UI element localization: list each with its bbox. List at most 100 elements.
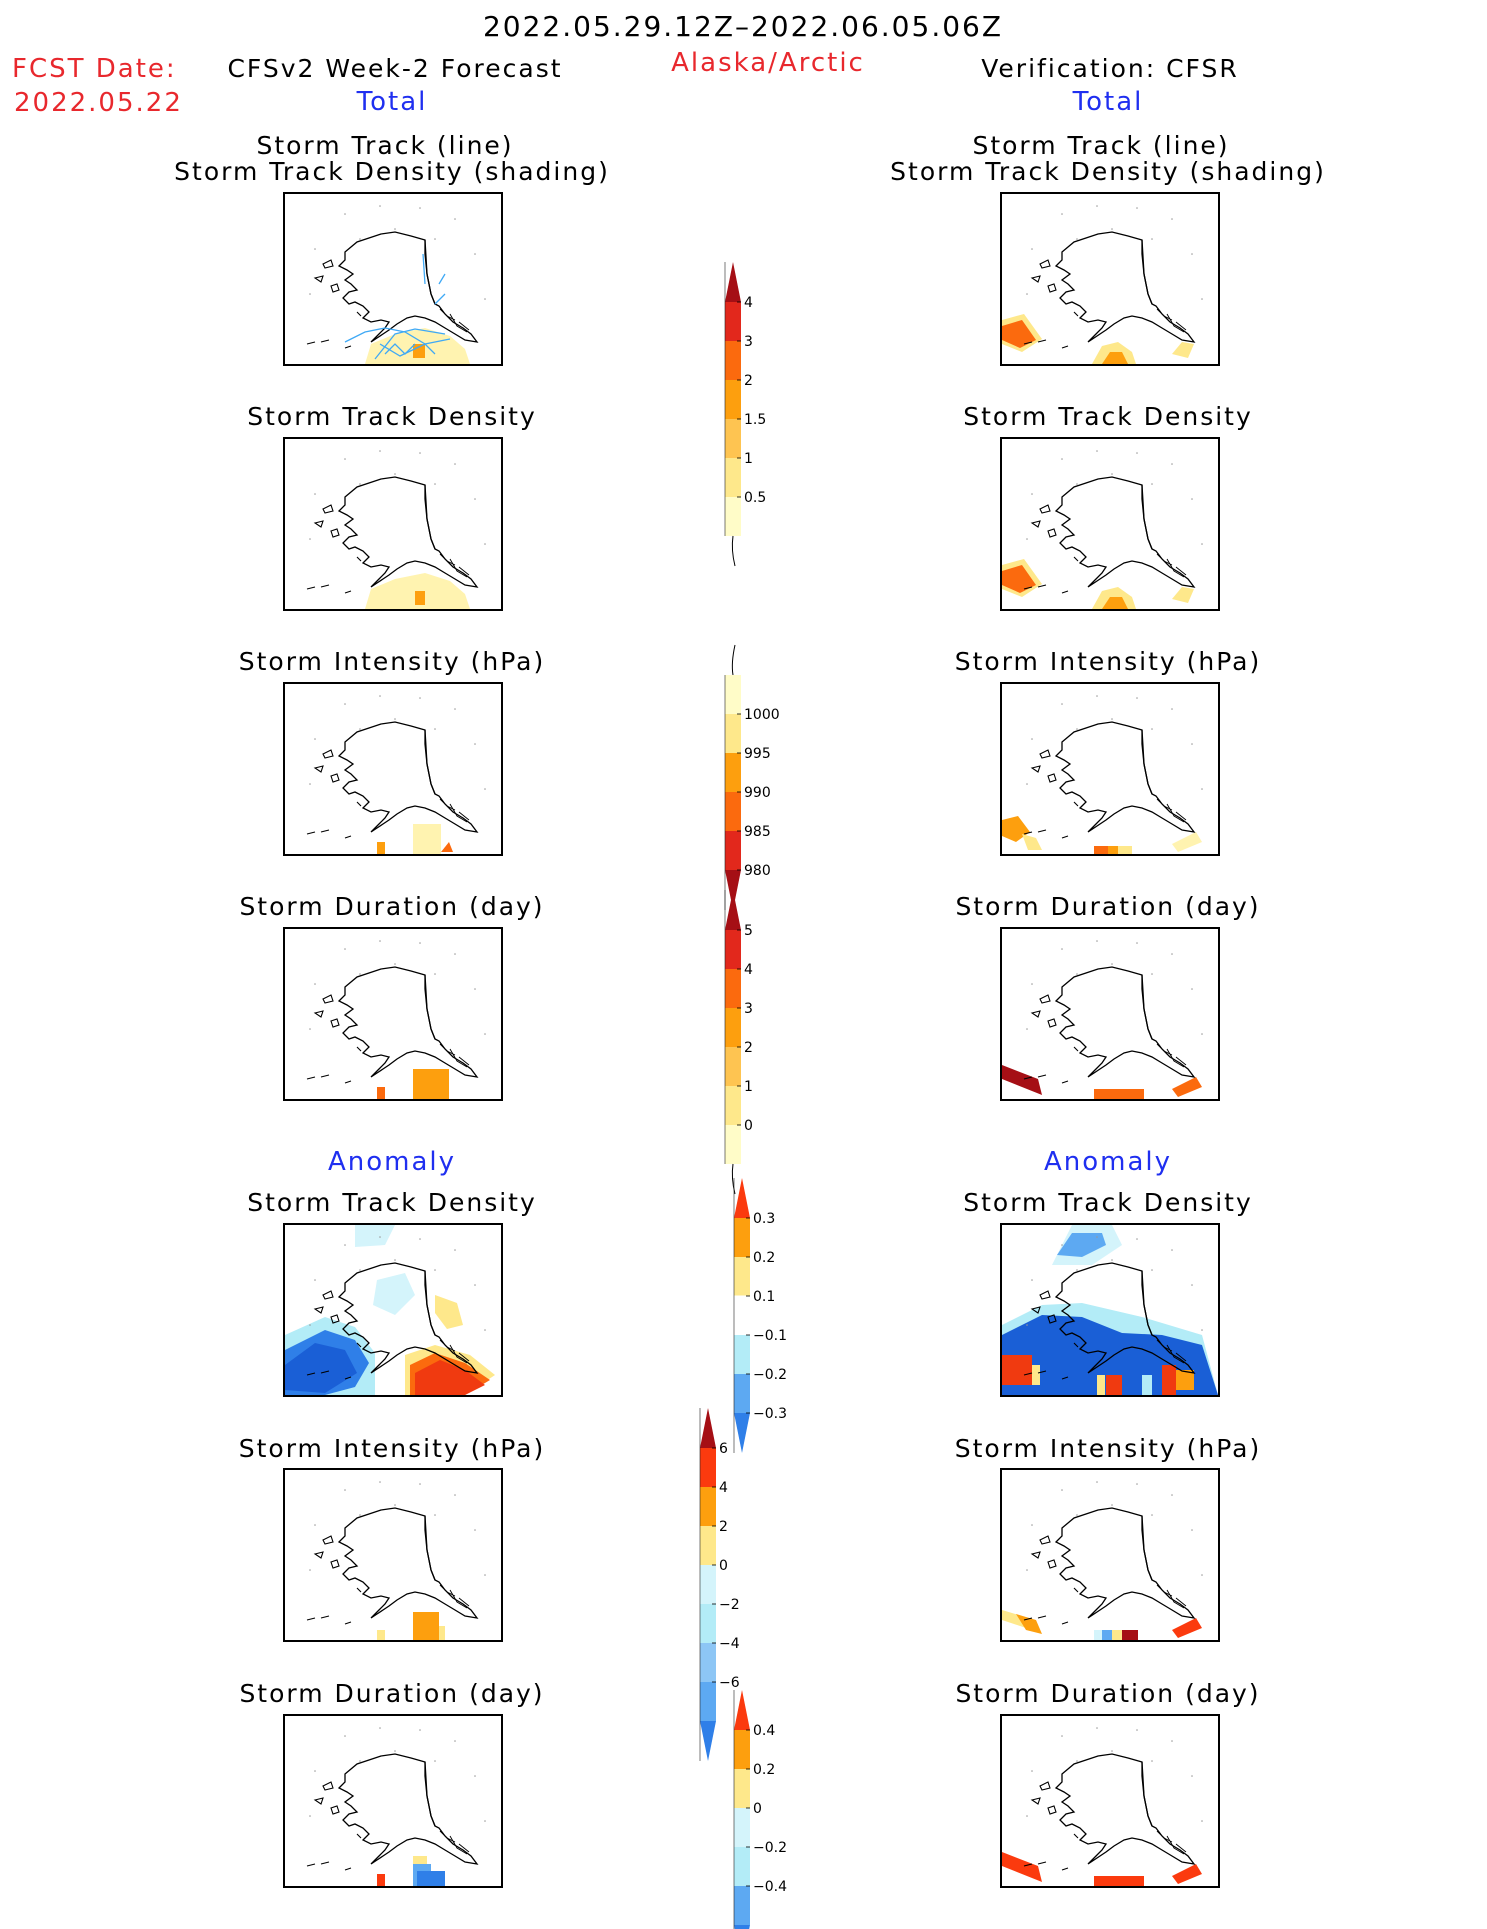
title-duration-anom-right: Storm Duration (day) [955, 1679, 1261, 1708]
colorbar-segment [700, 1526, 716, 1565]
colorbar-tick-label: 0 [744, 1118, 753, 1134]
title-intensity-anom-right: Storm Intensity (hPa) [954, 1434, 1262, 1463]
colorbar-duration-total: 5 4 3 2 1 0 [724, 890, 795, 1195]
title-track-line-left: Storm Track (line) [256, 131, 514, 160]
colorbar-density-anomaly: 0.3 0.2 0.1 −0.1 −0.2 −0.3 [733, 1178, 804, 1462]
colorbar-tick-label: 0.2 [753, 1250, 775, 1266]
colorbar-tick-label: −0.1 [753, 1328, 787, 1344]
colorbar-tick-label: 0.1 [753, 1289, 775, 1305]
colorbar-segment [700, 1604, 716, 1643]
map-cfsr-intensity-anomaly [1000, 1468, 1220, 1642]
colorbar-segment [734, 1335, 750, 1374]
colorbar-segment [725, 1047, 741, 1086]
colorbar-tick-label: 0.2 [753, 1762, 775, 1778]
title-density-right: Storm Track Density [963, 402, 1253, 431]
title-density-anom-right: Storm Track Density [963, 1188, 1253, 1217]
colorbar-segment [734, 1925, 750, 1929]
colorbar-tick-label: 980 [744, 863, 771, 879]
colorbar-tick-label: 3 [744, 334, 753, 350]
colorbar-segment [700, 1448, 716, 1487]
title-track-line-right: Storm Track (line) [972, 131, 1230, 160]
colorbar-tail [731, 1163, 736, 1195]
colorbar-tick-label: −0.4 [753, 1879, 787, 1895]
colorbar-segment [700, 1721, 716, 1761]
colorbar-tick-label: −6 [719, 1675, 740, 1691]
colorbar-segment [725, 458, 741, 497]
colorbar-tick-label: 1 [744, 1079, 753, 1095]
colorbar-tick-label: −0.2 [753, 1840, 787, 1856]
fcst-date-label: FCST Date: [12, 54, 177, 84]
fcst-date-value: 2022.05.22 [14, 88, 183, 118]
colorbar-segment [734, 1257, 750, 1296]
colorbar-segment [725, 1008, 741, 1047]
total-label-right: Total [1072, 87, 1144, 117]
colorbar-segment [700, 1682, 716, 1721]
anomaly-label-right: Anomaly [1043, 1147, 1173, 1177]
colorbar-tick-label: 4 [744, 295, 753, 311]
map-cfsr-density-anomaly [1000, 1223, 1220, 1397]
title-track-shading-left: Storm Track Density (shading) [174, 157, 610, 186]
colorbar-segment [725, 675, 741, 714]
colorbar-segment [700, 1487, 716, 1526]
colorbar-tail [731, 644, 736, 676]
colorbar-segment [734, 1769, 750, 1808]
map-cfsr-density [1000, 437, 1220, 611]
colorbar-segment [700, 1565, 716, 1604]
verification-title: Verification: CFSR [981, 54, 1239, 83]
map-fcst-duration [283, 927, 503, 1101]
colorbar-segment [733, 1295, 751, 1336]
colorbar-segment [725, 890, 741, 930]
map-fcst-storm-track [283, 192, 503, 366]
colorbar-segment [725, 792, 741, 831]
colorbar-segment [734, 1374, 750, 1413]
colorbar-segment [734, 1730, 750, 1769]
colorbar-tick-label: 0.4 [753, 1723, 775, 1739]
anomaly-label-left: Anomaly [327, 1147, 457, 1177]
title-duration-right: Storm Duration (day) [955, 892, 1261, 921]
colorbar-tick-label: −0.2 [753, 1367, 787, 1383]
colorbar-segment [700, 1408, 716, 1448]
colorbar-tick-label: −4 [719, 1636, 740, 1652]
colorbar-tick-label: −2 [719, 1597, 740, 1613]
colorbar-segment [725, 1125, 741, 1164]
colorbar-segment [725, 262, 741, 302]
title-intensity-left: Storm Intensity (hPa) [238, 647, 546, 676]
colorbar-tick-label: 995 [744, 746, 771, 762]
colorbar-tick-label: 1.5 [744, 412, 766, 428]
colorbar-tick-label: 990 [744, 785, 771, 801]
colorbar-segment [725, 831, 741, 870]
colorbar-segment [725, 497, 741, 536]
colorbar-tick-label: 0 [753, 1801, 762, 1817]
colorbar-tick-label: −0.3 [753, 1406, 787, 1422]
title-intensity-anom-left: Storm Intensity (hPa) [238, 1434, 546, 1463]
colorbar-segment [725, 930, 741, 969]
colorbar-segment [700, 1643, 716, 1682]
colorbar-segment [734, 1413, 750, 1453]
colorbar-density-total: 4 3 2 1.5 1 0.5 [724, 262, 795, 567]
map-cfsr-intensity [1000, 682, 1220, 856]
map-fcst-intensity [283, 682, 503, 856]
colorbar-segment [734, 1847, 750, 1886]
title-duration-left: Storm Duration (day) [239, 892, 545, 921]
colorbar-segment [734, 1178, 750, 1218]
map-cfsr-storm-track [1000, 192, 1220, 366]
colorbar-segment [725, 302, 741, 341]
colorbar-tick-label: 0.3 [753, 1211, 775, 1227]
colorbar-tail [731, 535, 736, 567]
colorbar-tick-label: 1000 [744, 707, 780, 723]
colorbar-segment [725, 341, 741, 380]
colorbar-tick-label: 5 [744, 923, 753, 939]
colorbar-tick-label: 2 [719, 1519, 728, 1535]
map-fcst-intensity-anomaly [283, 1468, 503, 1642]
map-fcst-density-anomaly [283, 1223, 503, 1397]
colorbar-segment [725, 1086, 741, 1125]
colorbar-intensity-anomaly: 6 4 2 0 −2 −4 −6 [699, 1408, 770, 1761]
colorbar-tick-label: 4 [719, 1480, 728, 1496]
title-density-anom-left: Storm Track Density [247, 1188, 537, 1217]
title-duration-anom-left: Storm Duration (day) [239, 1679, 545, 1708]
colorbar-tick-label: 1 [744, 451, 753, 467]
colorbar-segment [725, 380, 741, 419]
colorbar-segment [734, 1690, 750, 1730]
colorbar-segment [734, 1218, 750, 1257]
colorbar-tick-label: 2 [744, 1040, 753, 1056]
